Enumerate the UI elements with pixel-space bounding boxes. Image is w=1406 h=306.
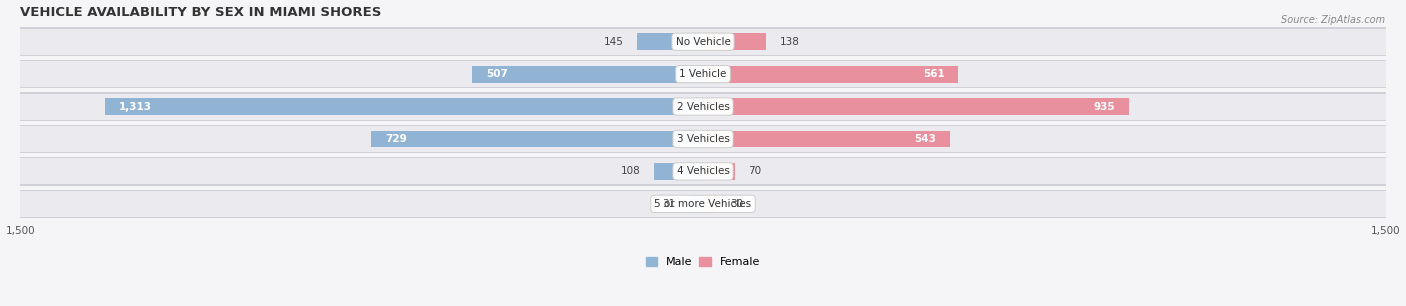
Text: Source: ZipAtlas.com: Source: ZipAtlas.com xyxy=(1281,15,1385,25)
Text: 108: 108 xyxy=(620,166,640,177)
Bar xyxy=(20,125,1386,153)
Bar xyxy=(20,61,1386,87)
Text: 4 Vehicles: 4 Vehicles xyxy=(676,166,730,177)
Bar xyxy=(703,196,717,212)
Bar xyxy=(20,157,1386,186)
Bar xyxy=(20,60,1386,88)
Text: 729: 729 xyxy=(385,134,406,144)
Text: 561: 561 xyxy=(922,69,945,79)
Bar xyxy=(703,66,959,83)
Text: 543: 543 xyxy=(914,134,936,144)
Text: 5 or more Vehicles: 5 or more Vehicles xyxy=(654,199,752,209)
Text: 3 Vehicles: 3 Vehicles xyxy=(676,134,730,144)
Text: 1,313: 1,313 xyxy=(120,102,152,112)
Bar xyxy=(703,131,950,147)
Text: 935: 935 xyxy=(1094,102,1115,112)
Text: VEHICLE AVAILABILITY BY SEX IN MIAMI SHORES: VEHICLE AVAILABILITY BY SEX IN MIAMI SHO… xyxy=(20,6,382,19)
Bar xyxy=(703,163,735,180)
Text: 70: 70 xyxy=(748,166,762,177)
Bar xyxy=(20,94,1386,120)
Legend: Male, Female: Male, Female xyxy=(641,252,765,271)
Bar xyxy=(703,33,766,50)
Bar xyxy=(20,126,1386,152)
Bar xyxy=(20,159,1386,185)
Bar xyxy=(654,163,703,180)
Bar xyxy=(20,92,1386,121)
Text: 145: 145 xyxy=(603,37,623,47)
Text: 2 Vehicles: 2 Vehicles xyxy=(676,102,730,112)
Text: 138: 138 xyxy=(779,37,800,47)
Bar xyxy=(703,98,1129,115)
Text: No Vehicle: No Vehicle xyxy=(675,37,731,47)
Bar xyxy=(20,28,1386,56)
Bar xyxy=(689,196,703,212)
Bar xyxy=(371,131,703,147)
Text: 31: 31 xyxy=(662,199,675,209)
Bar xyxy=(20,190,1386,218)
Text: 1 Vehicle: 1 Vehicle xyxy=(679,69,727,79)
Bar xyxy=(20,191,1386,217)
Bar xyxy=(105,98,703,115)
Text: 507: 507 xyxy=(486,69,508,79)
Bar xyxy=(637,33,703,50)
Bar xyxy=(472,66,703,83)
Bar xyxy=(20,29,1386,55)
Text: 30: 30 xyxy=(730,199,744,209)
